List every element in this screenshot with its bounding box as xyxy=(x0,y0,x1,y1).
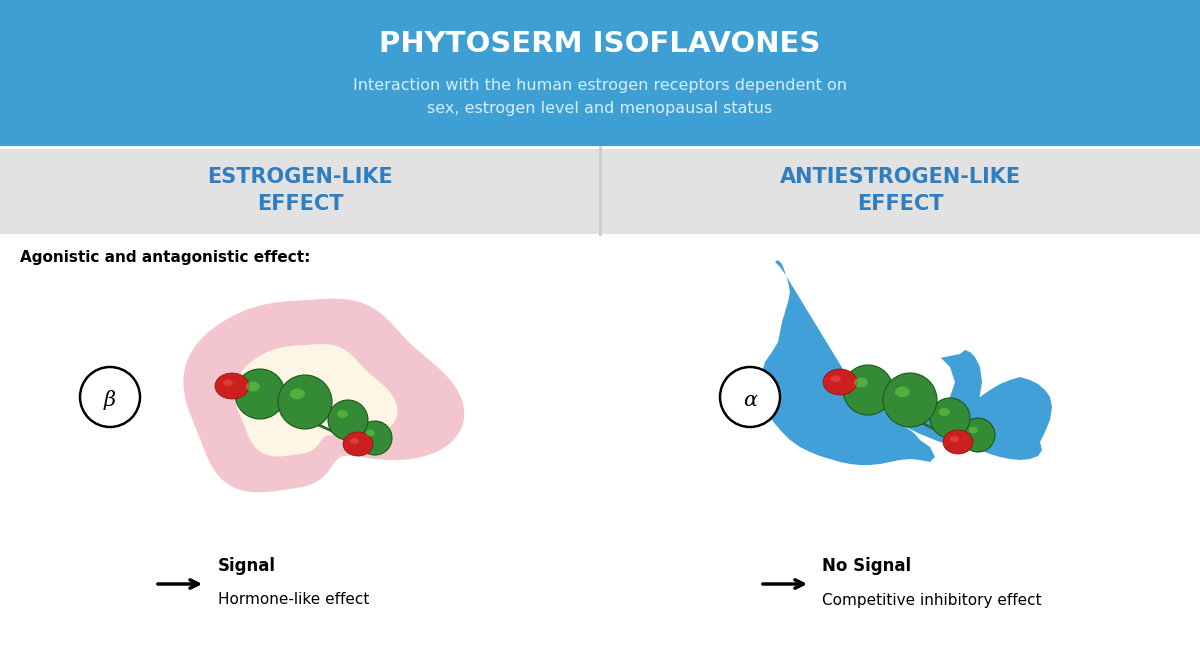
Text: α: α xyxy=(743,391,757,410)
Ellipse shape xyxy=(366,430,374,436)
Polygon shape xyxy=(850,350,955,420)
Circle shape xyxy=(842,365,893,415)
Circle shape xyxy=(883,373,937,427)
Ellipse shape xyxy=(823,369,857,395)
Ellipse shape xyxy=(943,430,973,454)
Ellipse shape xyxy=(949,436,959,442)
Circle shape xyxy=(235,369,286,419)
Ellipse shape xyxy=(968,426,978,434)
Text: Interaction with the human estrogen receptors dependent on
sex, estrogen level a: Interaction with the human estrogen rece… xyxy=(353,78,847,116)
Circle shape xyxy=(80,367,140,427)
Text: ESTROGEN-LIKE
EFFECT: ESTROGEN-LIKE EFFECT xyxy=(208,167,392,214)
Text: Signal: Signal xyxy=(218,557,276,575)
Polygon shape xyxy=(184,299,464,493)
Ellipse shape xyxy=(349,438,359,444)
Ellipse shape xyxy=(830,375,841,382)
Text: Hormone-like effect: Hormone-like effect xyxy=(218,592,370,608)
Circle shape xyxy=(358,421,392,455)
Polygon shape xyxy=(762,260,1052,465)
Ellipse shape xyxy=(290,389,305,399)
Ellipse shape xyxy=(246,381,260,391)
Circle shape xyxy=(930,398,970,438)
Polygon shape xyxy=(234,344,397,457)
Ellipse shape xyxy=(938,408,950,416)
Circle shape xyxy=(328,400,368,440)
Text: Competitive inhibitory effect: Competitive inhibitory effect xyxy=(822,592,1042,608)
Ellipse shape xyxy=(343,432,373,456)
Text: β: β xyxy=(104,390,116,410)
Ellipse shape xyxy=(895,387,910,397)
Circle shape xyxy=(961,418,995,452)
Circle shape xyxy=(720,367,780,427)
Text: ANTIESTROGEN-LIKE
EFFECT: ANTIESTROGEN-LIKE EFFECT xyxy=(780,167,1020,214)
FancyBboxPatch shape xyxy=(0,147,1200,234)
Text: Agonistic and antagonistic effect:: Agonistic and antagonistic effect: xyxy=(20,250,311,265)
Ellipse shape xyxy=(337,410,348,418)
FancyBboxPatch shape xyxy=(0,0,1200,147)
Ellipse shape xyxy=(223,379,233,386)
Ellipse shape xyxy=(854,377,868,387)
Text: PHYTOSERM ISOFLAVONES: PHYTOSERM ISOFLAVONES xyxy=(379,30,821,58)
Circle shape xyxy=(278,375,332,429)
Ellipse shape xyxy=(215,373,250,399)
Text: No Signal: No Signal xyxy=(822,557,911,575)
